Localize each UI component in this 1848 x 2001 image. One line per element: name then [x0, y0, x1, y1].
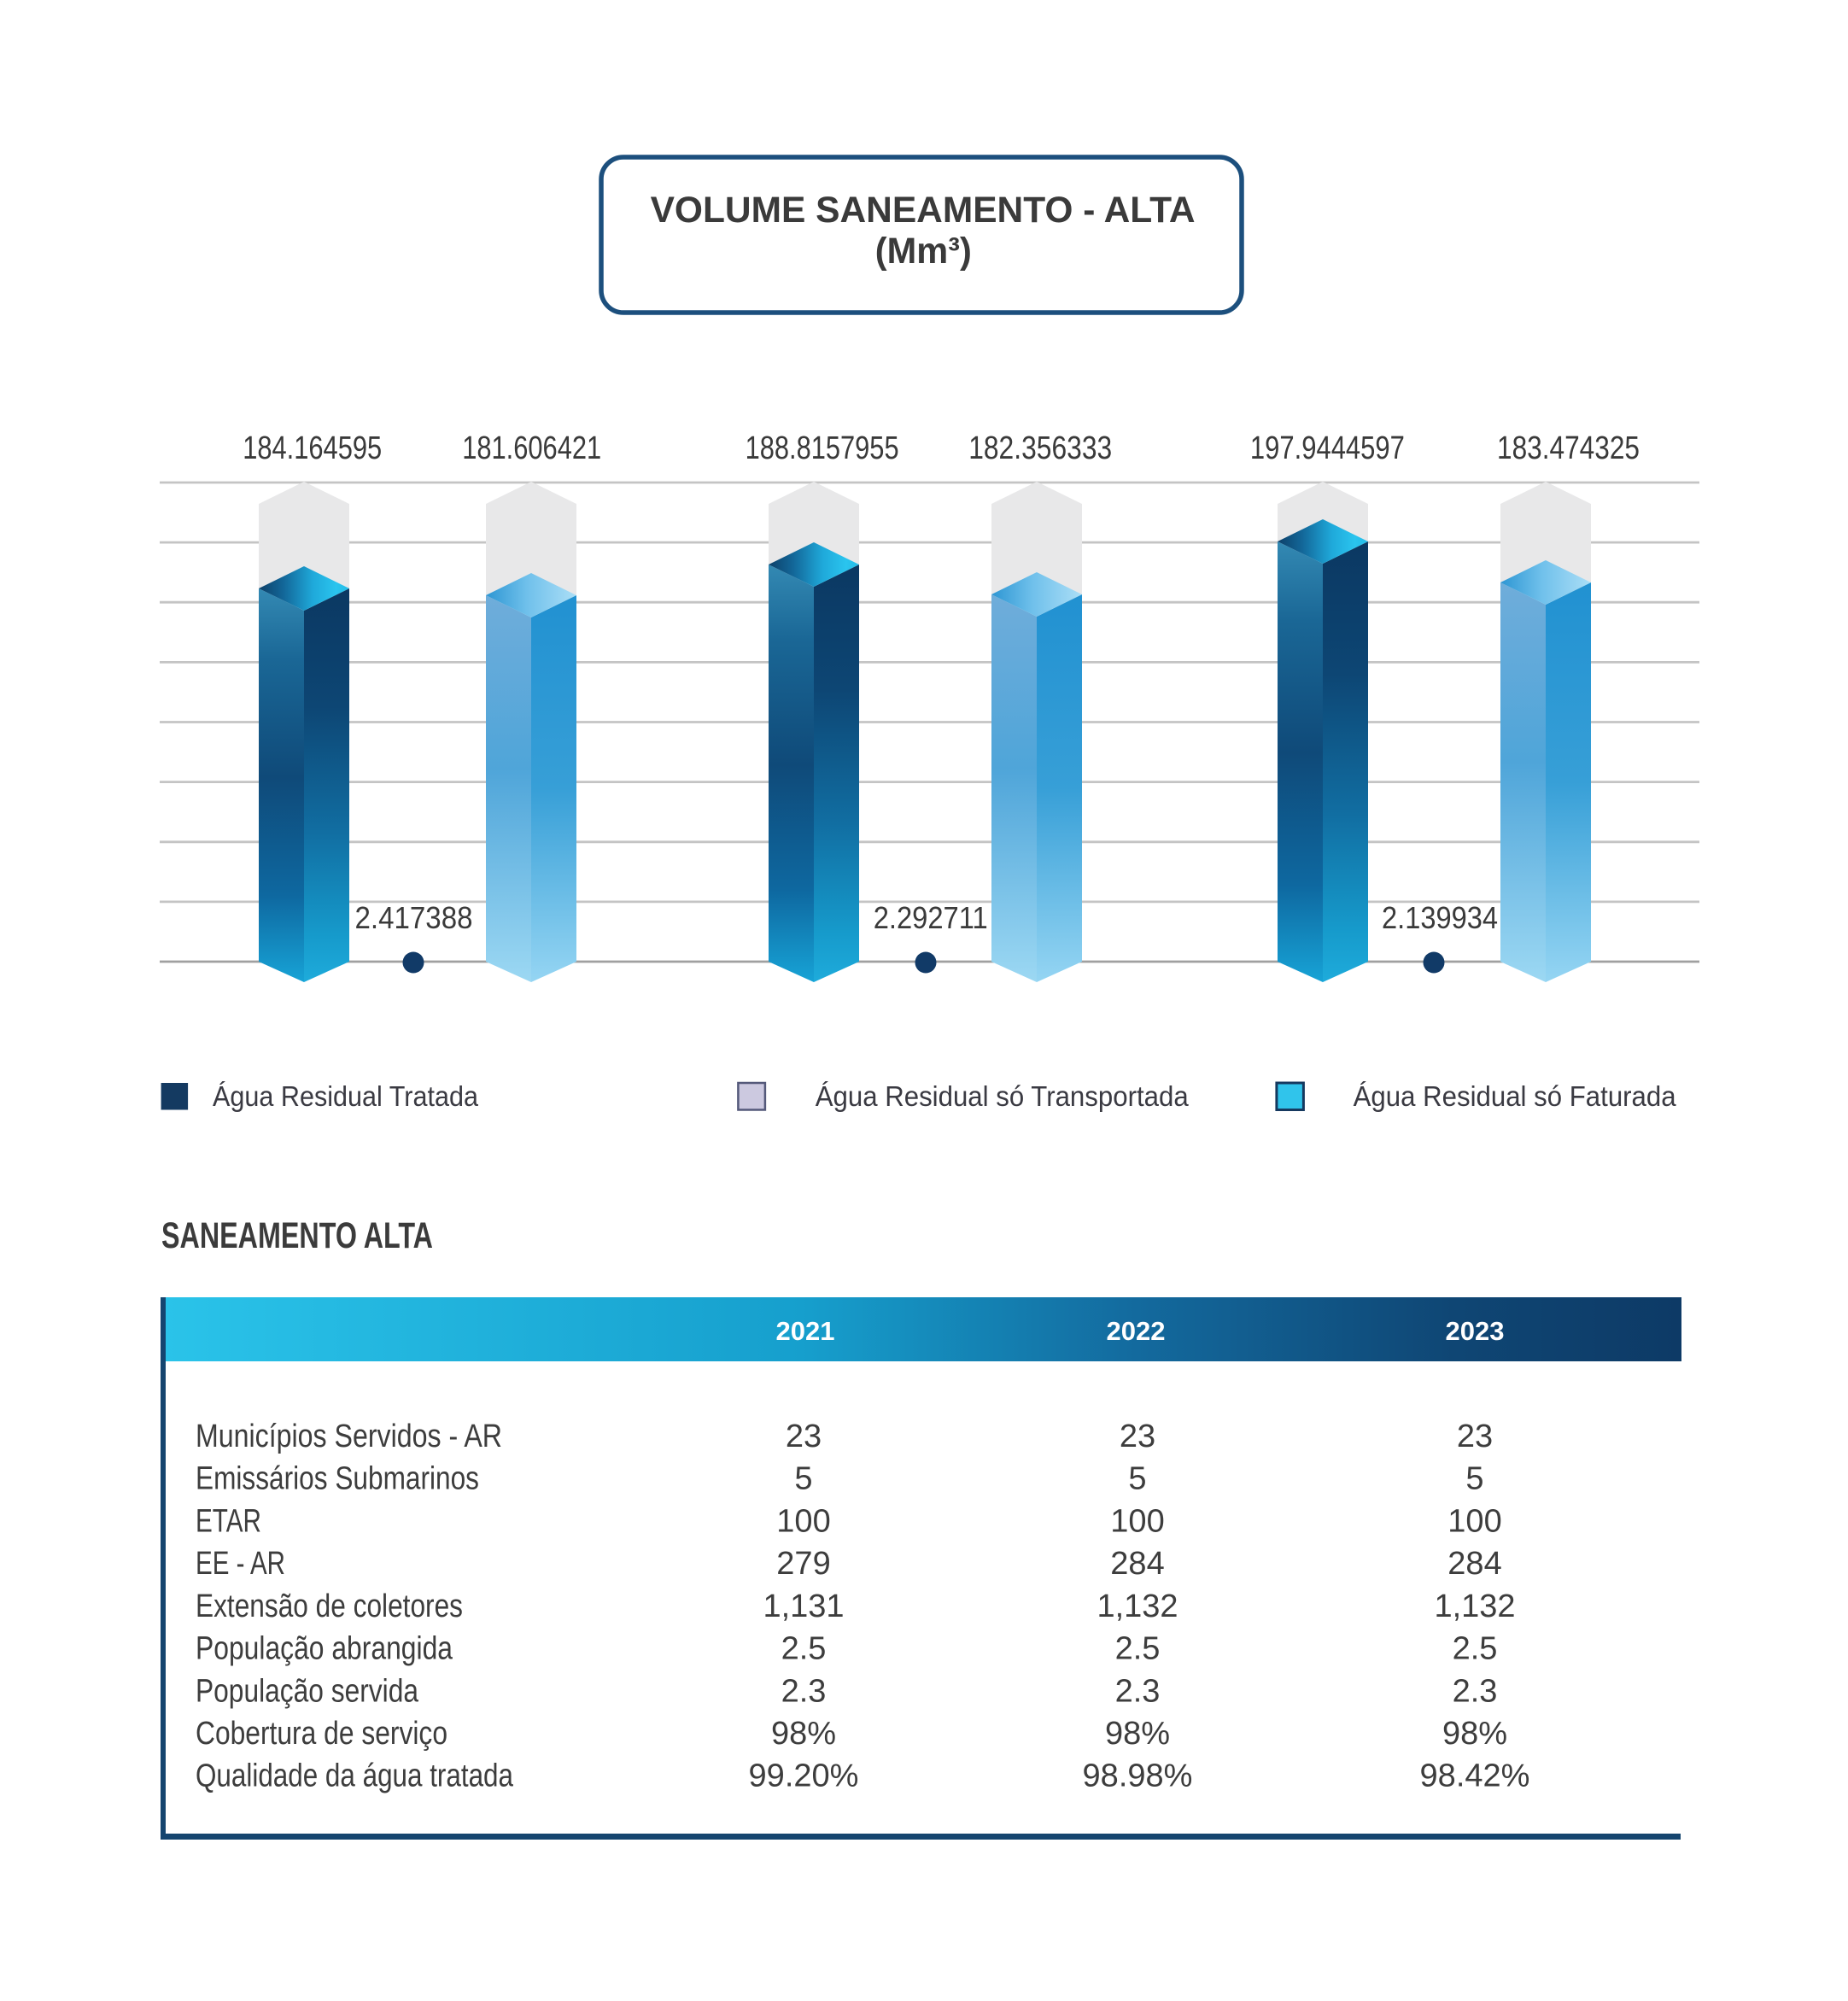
svg-text:2022: 2022 — [1107, 1316, 1166, 1346]
svg-text:99.20%: 99.20% — [749, 1758, 859, 1794]
svg-text:188.8157955: 188.8157955 — [746, 430, 899, 466]
svg-text:Extensão de coletores: Extensão de coletores — [196, 1589, 463, 1624]
svg-text:2.3: 2.3 — [1453, 1673, 1498, 1709]
svg-text:5: 5 — [1465, 1461, 1483, 1497]
svg-text:Cobertura de serviço: Cobertura de serviço — [196, 1716, 447, 1752]
svg-text:VOLUME SANEAMENTO - ALTA: VOLUME SANEAMENTO - ALTA — [651, 190, 1196, 231]
svg-text:98.98%: 98.98% — [1083, 1758, 1193, 1794]
svg-text:183.474325: 183.474325 — [1497, 430, 1640, 466]
svg-text:2.292711: 2.292711 — [874, 900, 988, 935]
svg-text:Qualidade da água tratada: Qualidade da água tratada — [196, 1758, 514, 1794]
svg-text:181.606421: 181.606421 — [462, 430, 601, 466]
svg-text:5: 5 — [794, 1461, 812, 1497]
svg-text:98%: 98% — [1105, 1716, 1170, 1752]
svg-text:98.42%: 98.42% — [1420, 1758, 1530, 1794]
svg-text:População abrangida: População abrangida — [196, 1631, 453, 1667]
svg-text:2.3: 2.3 — [781, 1673, 827, 1709]
svg-text:2.5: 2.5 — [1453, 1631, 1498, 1667]
svg-text:Água Residual só Faturada: Água Residual só Faturada — [1354, 1080, 1677, 1112]
svg-text:5: 5 — [1128, 1461, 1146, 1497]
svg-text:279: 279 — [776, 1546, 830, 1582]
svg-text:23: 23 — [1120, 1419, 1155, 1454]
svg-text:1,131: 1,131 — [763, 1589, 844, 1624]
svg-text:EE - AR: EE - AR — [196, 1546, 285, 1582]
svg-text:Água Residual só Transportada: Água Residual só Transportada — [816, 1080, 1190, 1112]
svg-text:2.3: 2.3 — [1115, 1673, 1161, 1709]
svg-text:(Mm³): (Mm³) — [875, 231, 972, 272]
svg-text:SANEAMENTO ALTA: SANEAMENTO ALTA — [161, 1215, 433, 1256]
svg-text:98%: 98% — [1442, 1716, 1507, 1752]
svg-text:2023: 2023 — [1446, 1316, 1505, 1346]
svg-text:2.5: 2.5 — [1115, 1631, 1161, 1667]
svg-text:2.5: 2.5 — [781, 1631, 827, 1667]
svg-text:197.9444597: 197.9444597 — [1250, 430, 1405, 466]
svg-text:1,132: 1,132 — [1434, 1589, 1515, 1624]
svg-text:100: 100 — [1447, 1503, 1501, 1539]
svg-text:182.356333: 182.356333 — [968, 430, 1112, 466]
svg-text:100: 100 — [776, 1503, 830, 1539]
svg-text:População servida: População servida — [196, 1673, 419, 1709]
svg-text:2021: 2021 — [776, 1316, 835, 1346]
svg-text:Água Residual Tratada: Água Residual Tratada — [213, 1080, 479, 1112]
svg-text:23: 23 — [1457, 1419, 1493, 1454]
svg-text:2.139934: 2.139934 — [1382, 900, 1498, 935]
svg-text:2.417388: 2.417388 — [355, 900, 473, 935]
svg-text:ETAR: ETAR — [196, 1503, 261, 1539]
svg-text:Municípios Servidos - AR: Municípios Servidos - AR — [196, 1419, 502, 1454]
svg-text:Emissários Submarinos: Emissários Submarinos — [196, 1461, 479, 1497]
svg-text:98%: 98% — [771, 1716, 836, 1752]
svg-text:284: 284 — [1110, 1546, 1164, 1582]
svg-text:184.164595: 184.164595 — [243, 430, 382, 466]
svg-text:100: 100 — [1110, 1503, 1164, 1539]
svg-text:1,132: 1,132 — [1097, 1589, 1178, 1624]
svg-text:284: 284 — [1447, 1546, 1501, 1582]
svg-text:23: 23 — [786, 1419, 822, 1454]
